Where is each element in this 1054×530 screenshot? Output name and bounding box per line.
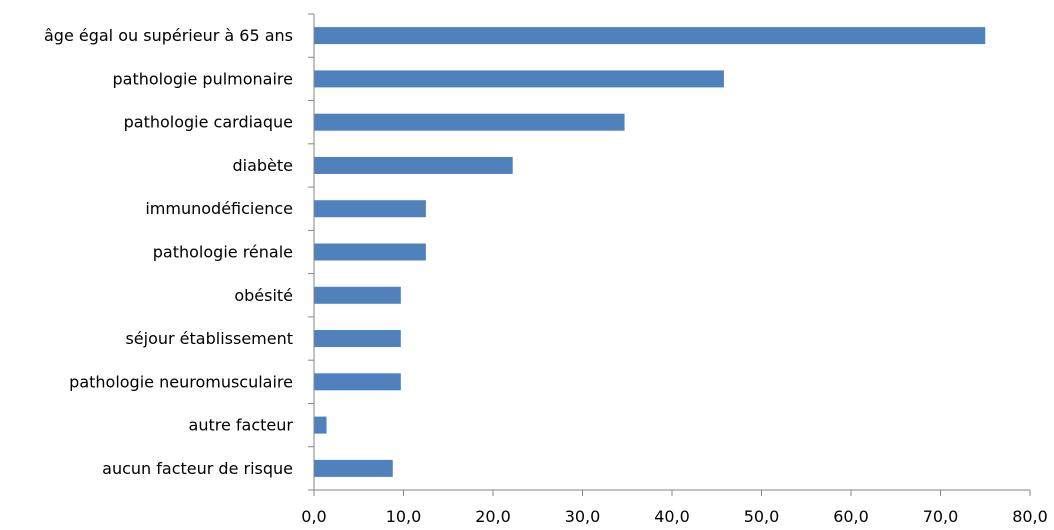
axes-group [308,13,1031,496]
category-label-1: âge égal ou supérieur à 65 ans [44,26,293,45]
bar-6 [314,243,426,261]
bar-4 [314,156,513,174]
category-label-2: pathologie pulmonaire [112,69,293,88]
bar-5 [314,200,426,218]
x-tick-label-4: 40,0 [654,507,690,526]
bar-7 [314,286,401,304]
x-tick-label-8: 80,0 [1012,507,1048,526]
x-tick-label-7: 70,0 [923,507,959,526]
bar-1 [314,27,986,45]
category-label-6: pathologie rénale [153,243,293,262]
bars-group [314,27,986,477]
bar-11 [314,459,393,477]
bar-3 [314,113,625,131]
x-tick-label-2: 20,0 [475,507,511,526]
x-tick-label-1: 10,0 [386,507,422,526]
category-label-4: diabète [232,156,293,175]
bar-9 [314,373,401,391]
bar-8 [314,330,401,348]
category-label-8: séjour établissement [125,329,293,348]
category-label-5: immunodéficience [145,199,293,218]
x-tick-label-5: 50,0 [744,507,780,526]
x-tick-labels: 0,0 10,0 20,0 30,0 40,0 50,0 60,0 70,0 80,0 [301,507,1048,526]
x-tick-label-6: 60,0 [833,507,869,526]
category-label-11: aucun facteur de risque [102,459,293,478]
bar-2 [314,70,724,88]
x-tick-label-0: 0,0 [301,507,326,526]
category-label-10: autre facteur [189,416,294,435]
x-tick-label-3: 30,0 [565,507,601,526]
category-label-9: pathologie neuromusculaire [69,372,293,391]
category-label-3: pathologie cardiaque [124,113,293,132]
category-label-7: obésité [234,286,293,305]
category-labels: âge égal ou supérieur à 65 ans pathologie… [44,26,293,478]
bar-10 [314,416,327,434]
